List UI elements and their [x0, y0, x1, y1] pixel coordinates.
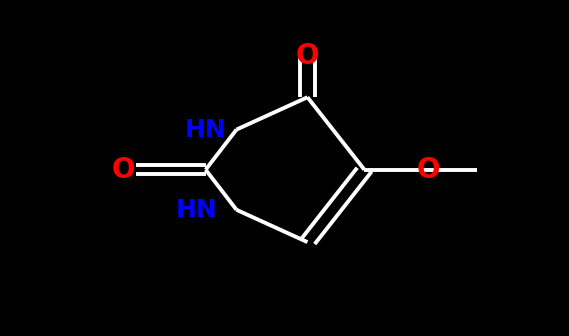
Text: HN: HN — [176, 198, 218, 222]
Text: O: O — [112, 156, 135, 184]
Text: HN: HN — [185, 118, 226, 141]
Text: O: O — [296, 42, 319, 70]
Text: O: O — [417, 156, 440, 184]
